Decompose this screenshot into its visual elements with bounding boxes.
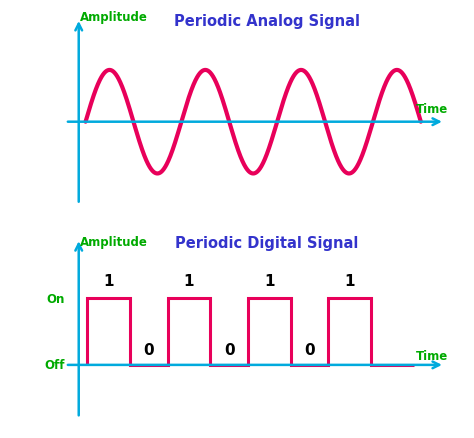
Text: 0: 0: [304, 342, 315, 357]
Text: Periodic Analog Signal: Periodic Analog Signal: [174, 14, 360, 29]
Text: 1: 1: [345, 274, 355, 289]
Text: 1: 1: [264, 274, 275, 289]
Text: Time: Time: [416, 103, 448, 116]
Text: Time: Time: [416, 349, 448, 362]
Text: Amplitude: Amplitude: [81, 11, 148, 25]
Text: 1: 1: [184, 274, 194, 289]
Text: Amplitude: Amplitude: [81, 236, 148, 248]
Text: 1: 1: [103, 274, 114, 289]
Text: 0: 0: [144, 342, 154, 357]
Text: Off: Off: [45, 359, 65, 371]
Text: On: On: [46, 292, 65, 305]
Text: 0: 0: [224, 342, 235, 357]
Text: Periodic Digital Signal: Periodic Digital Signal: [175, 236, 358, 251]
